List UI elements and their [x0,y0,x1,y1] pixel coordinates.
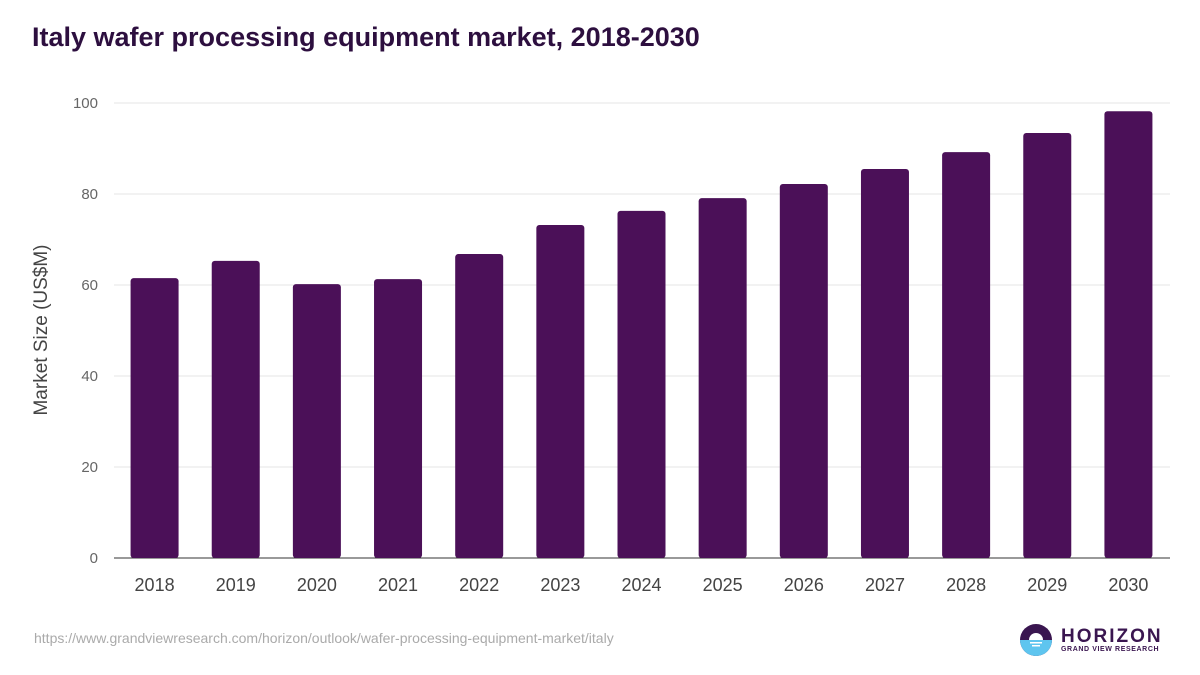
y-tick-label: 40 [81,368,98,385]
y-tick-label: 100 [73,95,98,112]
bar-2030[interactable] [1104,111,1153,558]
bar-2028[interactable] [942,152,991,558]
bar-2026[interactable] [779,183,828,559]
x-tick-label: 2024 [621,575,661,595]
x-tick-label: 2019 [216,575,256,595]
bar-2022[interactable] [455,254,504,558]
bar-2023[interactable] [536,224,585,558]
x-tick-label: 2025 [703,575,743,595]
y-tick-label: 20 [81,459,98,476]
y-tick-label: 0 [90,550,98,567]
x-tick-label: 2026 [784,575,824,595]
bar-2021[interactable] [374,279,423,558]
bar-2018[interactable] [130,278,179,558]
source-url[interactable]: https://www.grandviewresearch.com/horizo… [34,630,614,646]
x-tick-label: 2027 [865,575,905,595]
bar-2024[interactable] [617,210,666,558]
x-tick-label: 2029 [1027,575,1067,595]
logo-sub-text: GRAND VIEW RESEARCH [1061,646,1160,653]
x-tick-label: 2018 [135,575,175,595]
bar-2025[interactable] [698,198,747,558]
y-axis-label: Market Size (US$M) [31,244,52,415]
horizon-logo: HORIZON GRAND VIEW RESEARCH [1019,623,1163,657]
bar-2027[interactable] [860,168,909,558]
x-tick-label: 2021 [378,575,418,595]
y-tick-label: 80 [81,186,98,203]
x-tick-label: 2022 [459,575,499,595]
chart-title: Italy wafer processing equipment market,… [32,22,700,52]
bar-2020[interactable] [292,284,341,558]
x-tick-label: 2023 [540,575,580,595]
bar-2019[interactable] [211,260,260,558]
horizon-logo-icon [1020,624,1052,656]
x-tick-label: 2028 [946,575,986,595]
x-tick-label: 2020 [297,575,337,595]
logo-main-text: HORIZON [1061,626,1163,647]
bar-2029[interactable] [1023,133,1072,558]
x-tick-label: 2030 [1108,575,1148,595]
y-tick-label: 60 [81,277,98,294]
